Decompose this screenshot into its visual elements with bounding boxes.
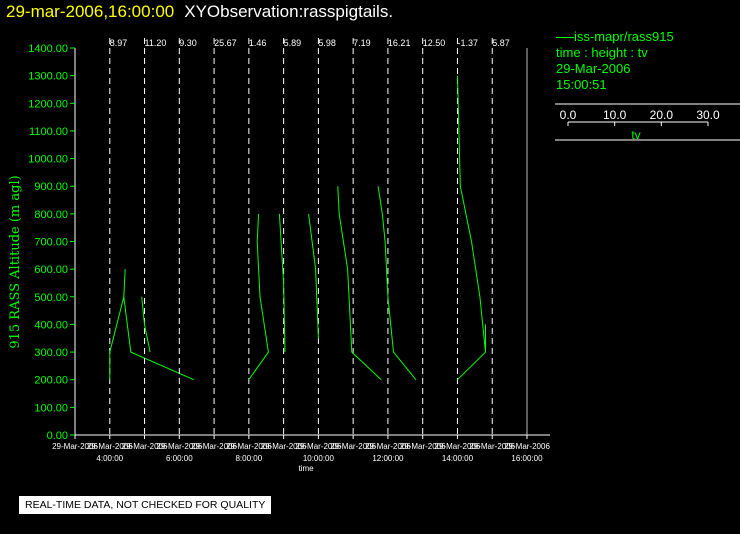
x-tick-date: 29-Mar-2006: [295, 442, 341, 451]
y-tick-label: 1000.00: [28, 154, 68, 166]
profile-line: [141, 296, 151, 353]
y-tick-label: 300.00: [34, 347, 68, 359]
y-tick-label: 200.00: [34, 375, 68, 387]
y-tick-label: 100.00: [34, 402, 68, 414]
y-tick-label: 800.00: [34, 209, 68, 221]
profile-line: [248, 213, 269, 380]
x-tick-date: 29-Mar-2006: [504, 442, 550, 451]
x-tick-date: 29-Mar-2006: [226, 442, 272, 451]
x-tick-date: 29-Mar-2006: [156, 442, 202, 451]
profile-label: 8.97: [110, 38, 128, 48]
profile-line: [377, 186, 417, 381]
quality-notice: REAL-TIME DATA, NOT CHECKED FOR QUALITY: [19, 496, 272, 514]
profile-label: 16.21: [388, 38, 411, 48]
legend-line-icon: [556, 37, 574, 39]
y-tick-label: 0.00: [47, 430, 68, 442]
x-tick-time: 16:00:00: [511, 454, 543, 463]
x-tick-date: 29-Mar-2006: [469, 442, 515, 451]
legend-scale-tick-label: 0.0: [560, 108, 577, 122]
header-title: XYObservation:rasspigtails.: [184, 2, 394, 21]
profile-line: [308, 213, 319, 339]
profile-label: 12.50: [423, 38, 446, 48]
legend-scale-tick-label: 20.0: [650, 108, 674, 122]
x-tick-time: 8:00:00: [235, 454, 262, 463]
profile-label: 5.89: [284, 38, 302, 48]
legend-series-name: iss-mapr/rass915: [574, 29, 674, 44]
legend-scale-tick-label: 30.0: [696, 108, 720, 122]
profile-line: [278, 213, 286, 353]
profile-line: [337, 186, 382, 381]
x-tick-date: 29-Mar-2006: [435, 442, 481, 451]
x-tick-date: 29-Mar-2006: [122, 442, 168, 451]
y-axis-title: 915 RASS Altitude (m agl): [8, 175, 23, 348]
profile-label: 11.20: [145, 38, 167, 48]
profile-line: [457, 75, 486, 381]
header-date: 29-mar-2006,16:00:00: [6, 2, 175, 21]
y-tick-label: 1300.00: [28, 71, 68, 83]
legend-scale-label: tv: [631, 128, 640, 142]
legend: iss-mapr/rass915 time : height : tv 29-M…: [556, 29, 740, 93]
y-tick-label: 1200.00: [28, 98, 68, 110]
y-tick-label: 900.00: [34, 181, 68, 193]
profile-label: -1.37: [457, 38, 478, 48]
x-tick-date: 29-Mar-2006: [365, 442, 411, 451]
profile-label: 5.87: [492, 38, 510, 48]
x-tick-time: 4:00:00: [96, 454, 123, 463]
y-tick-label: 400.00: [34, 319, 68, 331]
y-tick-label: 700.00: [34, 237, 68, 249]
x-tick-date: 29-Mar-2006: [191, 442, 237, 451]
x-tick-time: 12:00:00: [372, 454, 404, 463]
x-tick-date: 29-Mar-2006: [400, 442, 446, 451]
legend-scale-tick-label: 10.0: [603, 108, 627, 122]
legend-series-row: iss-mapr/rass915: [556, 29, 740, 45]
profile-label: 5.98: [318, 38, 336, 48]
legend-time: 15:00:51: [556, 77, 607, 92]
chart-header: 29-mar-2006,16:00:00 XYObservation:rasspi…: [6, 2, 393, 22]
legend-date: 29-Mar-2006: [556, 61, 631, 76]
x-tick-time: 14:00:00: [442, 454, 474, 463]
y-tick-label: 600.00: [34, 264, 68, 276]
y-tick-label: 500.00: [34, 292, 68, 304]
profile-label: 9.30: [179, 38, 197, 48]
x-axis-title: time: [298, 464, 314, 473]
y-tick-label: 1100.00: [29, 126, 68, 138]
profile-label: 7.19: [353, 38, 371, 48]
y-tick-label: 1400.00: [28, 43, 68, 55]
profile-line: [109, 269, 195, 381]
x-tick-date: 29-Mar-2006: [261, 442, 307, 451]
x-tick-time: 10:00:00: [303, 454, 335, 463]
profile-label: 25.67: [214, 38, 237, 48]
profile-label: 1.46: [249, 38, 267, 48]
x-tick-date: 29-Mar-2006: [87, 442, 133, 451]
x-tick-date: 29-Mar-2006: [330, 442, 376, 451]
x-tick-time: 6:00:00: [166, 454, 193, 463]
x-tick-date: 29-Mar-2006: [52, 442, 98, 451]
legend-desc: time : height : tv: [556, 45, 648, 60]
